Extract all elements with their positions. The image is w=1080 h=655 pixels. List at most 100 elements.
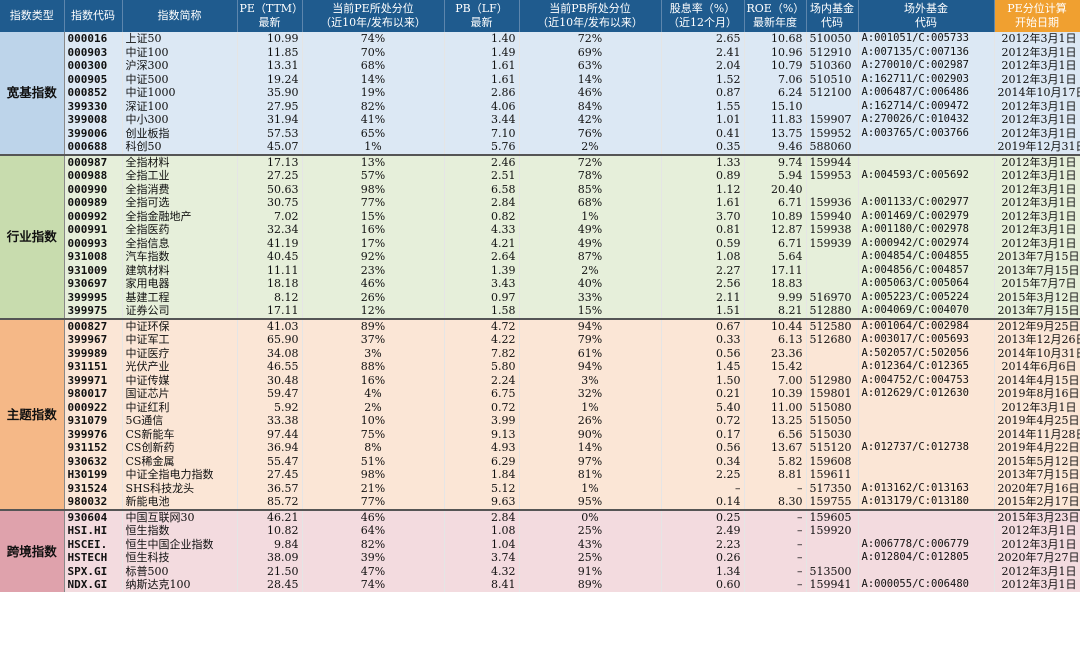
cell-pe-start-date: 2013年12月26日 xyxy=(994,333,1080,347)
cell-offexchange-fund-code: A:004069/C:004070 xyxy=(858,304,995,319)
table-header: 指数类型 指数代码 指数简称 PE（TTM） 最新 当前PE所处分位 （近10年/发布以来）… xyxy=(0,0,1080,32)
cell-pe-latest: 30.75 xyxy=(237,196,303,210)
cell-pb-latest: 0.97 xyxy=(444,290,520,304)
cell-dividend-yield: 0.81 xyxy=(661,223,745,237)
cell-pb-percentile: 78% xyxy=(519,169,662,183)
table-row: HSCEI. 恒生中国企业指数 9.84 82% 1.04 43% 2.23– A:00677… xyxy=(0,537,1080,551)
cell-pb-percentile: 15% xyxy=(519,304,662,319)
cell-roe: 11.83 xyxy=(744,113,807,127)
cell-pb-percentile: 87% xyxy=(519,250,662,264)
cell-pe-latest: 30.48 xyxy=(237,373,303,387)
table-row: 931009 建筑材料 11.11 23% 1.39 2% 2.27 17.11 A:00485… xyxy=(0,263,1080,277)
cell-pe-start-date: 2012年9月25日 xyxy=(994,317,1080,333)
cell-onexchange-fund-code: 159755 xyxy=(806,495,859,510)
cell-dividend-yield: 1.55 xyxy=(661,99,745,113)
cell-index-code: 000016 xyxy=(64,32,123,46)
cell-offexchange-fund-code: A:005063/C:005064 xyxy=(858,277,995,291)
cell-onexchange-fund-code: 515080 xyxy=(806,400,859,414)
cell-dividend-yield: 1.45 xyxy=(661,360,745,374)
cell-pe-start-date: 2012年3月1日 xyxy=(994,223,1080,237)
cell-pb-latest: 2.84 xyxy=(444,196,520,210)
cell-pe-percentile: 46% xyxy=(302,277,445,291)
cell-onexchange-fund-code: 159608 xyxy=(806,454,859,468)
cell-onexchange-fund-code: 159611 xyxy=(806,468,859,482)
table-row: 主题指数 000827 中证环保 41.03 89% 4.72 94% 0.67 10.44 51… xyxy=(0,317,1080,510)
table-row: 行业指数 000987 全指材料 17.13 13% 2.46 72% 1.33 9.74 159… xyxy=(0,153,1080,319)
cell-pb-latest: 6.58 xyxy=(444,182,520,196)
cell-pe-latest: 36.57 xyxy=(237,481,303,495)
cell-pe-latest: 17.13 xyxy=(237,153,303,169)
cell-pe-start-date: 2013年7月15日 xyxy=(994,304,1080,319)
cell-pe-percentile: 75% xyxy=(302,427,445,441)
table-row: 930697 家用电器 18.18 46% 3.43 40% 2.56 18.83 A:0050… xyxy=(0,277,1080,291)
cell-pe-start-date: 2015年7月7日 xyxy=(994,277,1080,291)
cell-pe-start-date: 2012年3月1日 xyxy=(994,236,1080,250)
cell-pb-percentile: 97% xyxy=(519,454,662,468)
cell-pe-start-date: 2012年3月1日 xyxy=(994,209,1080,223)
cell-pe-latest: 27.25 xyxy=(237,169,303,183)
table-row: 931008 汽车指数 40.45 92% 2.64 87% 1.08 5.64 A:00485… xyxy=(0,250,1080,264)
cell-onexchange-fund-code: 159944 xyxy=(806,153,859,169)
cell-dividend-yield: 1.51 xyxy=(661,304,745,319)
cell-pb-percentile: 79% xyxy=(519,333,662,347)
cell-pb-latest: 6.75 xyxy=(444,387,520,401)
cell-pe-start-date: 2020年7月16日 xyxy=(994,481,1080,495)
cell-offexchange-fund-code xyxy=(858,140,995,155)
cell-pb-percentile: 42% xyxy=(519,113,662,127)
cell-onexchange-fund-code: 159952 xyxy=(806,126,859,140)
cell-dividend-yield: 0.67 xyxy=(661,317,745,333)
cell-pe-start-date: 2015年3月23日 xyxy=(994,508,1080,524)
cell-pb-latest: 1.08 xyxy=(444,524,520,538)
cell-onexchange-fund-code: 512680 xyxy=(806,333,859,347)
cell-dividend-yield: 0.56 xyxy=(661,346,745,360)
table-body: 宽基指数 000016 上证50 10.99 74% 1.40 72% 2.65 10.68 51… xyxy=(0,32,1080,592)
cell-roe: 5.94 xyxy=(744,169,807,183)
cell-pb-percentile: 2% xyxy=(519,140,662,155)
cell-index-name: 证券公司 xyxy=(122,304,238,319)
cell-pb-latest: 2.51 xyxy=(444,169,520,183)
cell-pe-start-date: 2012年3月1日 xyxy=(994,126,1080,140)
cell-offexchange-fund-code: A:012629/C:012630 xyxy=(858,387,995,401)
cell-index-name: 中证军工 xyxy=(122,333,238,347)
cell-index-code: HSCEI. xyxy=(64,537,123,551)
cell-pb-latest: 3.74 xyxy=(444,551,520,565)
header-onexchange-fund: 场内基金 代码 xyxy=(806,0,859,32)
cell-index-name: 全指医药 xyxy=(122,223,238,237)
cell-index-code: 000827 xyxy=(64,317,123,333)
table-row: 399330 深证100 27.95 82% 4.06 84% 1.55 15.10 A:162… xyxy=(0,99,1080,113)
cell-onexchange-fund-code xyxy=(806,551,859,565)
table-row: 000905 中证500 19.24 14% 1.61 14% 1.52 7.06 510510… xyxy=(0,72,1080,86)
cell-pe-start-date: 2019年12月31日 xyxy=(994,140,1080,155)
cell-pe-latest: 11.11 xyxy=(237,263,303,277)
cell-pb-latest: 9.13 xyxy=(444,427,520,441)
cell-onexchange-fund-code: 516970 xyxy=(806,290,859,304)
cell-pb-latest: 1.49 xyxy=(444,45,520,59)
cell-pb-latest: 2.46 xyxy=(444,153,520,169)
cell-offexchange-fund-code: A:006778/C:006779 xyxy=(858,537,995,551)
table-row: 399006 创业板指 57.53 65% 7.10 76% 0.41 13.75 159952… xyxy=(0,126,1080,140)
cell-index-code: 980032 xyxy=(64,495,123,510)
cell-index-code: HSI.HI xyxy=(64,524,123,538)
cell-pb-percentile: 2% xyxy=(519,263,662,277)
cell-onexchange-fund-code: 159939 xyxy=(806,236,859,250)
cell-pb-percentile: 14% xyxy=(519,441,662,455)
cell-onexchange-fund-code: 510050 xyxy=(806,32,859,46)
valuation-table: 指数类型 指数代码 指数简称 PE（TTM） 最新 当前PE所处分位 （近10年/发布以来）… xyxy=(0,0,1080,592)
cell-index-code: 000993 xyxy=(64,236,123,250)
cell-offexchange-fund-code: A:001469/C:002979 xyxy=(858,209,995,223)
table-row: 000992 全指金融地产 7.02 15% 0.82 1% 3.70 10.89 159940… xyxy=(0,209,1080,223)
cell-index-name: 全指消费 xyxy=(122,182,238,196)
cell-index-name: 建筑材料 xyxy=(122,263,238,277)
cell-pe-percentile: 12% xyxy=(302,304,445,319)
cell-pb-percentile: 0% xyxy=(519,508,662,524)
cell-pe-start-date: 2015年5月12日 xyxy=(994,454,1080,468)
cell-roe: 7.06 xyxy=(744,72,807,86)
cell-offexchange-fund-code: A:004854/C:004855 xyxy=(858,250,995,264)
cell-dividend-yield: 0.72 xyxy=(661,414,745,428)
cell-pe-percentile: 65% xyxy=(302,126,445,140)
cell-roe: 6.71 xyxy=(744,196,807,210)
cell-pb-percentile: 1% xyxy=(519,481,662,495)
cell-index-name: 全指金融地产 xyxy=(122,209,238,223)
cell-pe-latest: 10.82 xyxy=(237,524,303,538)
cell-pe-percentile: 41% xyxy=(302,113,445,127)
